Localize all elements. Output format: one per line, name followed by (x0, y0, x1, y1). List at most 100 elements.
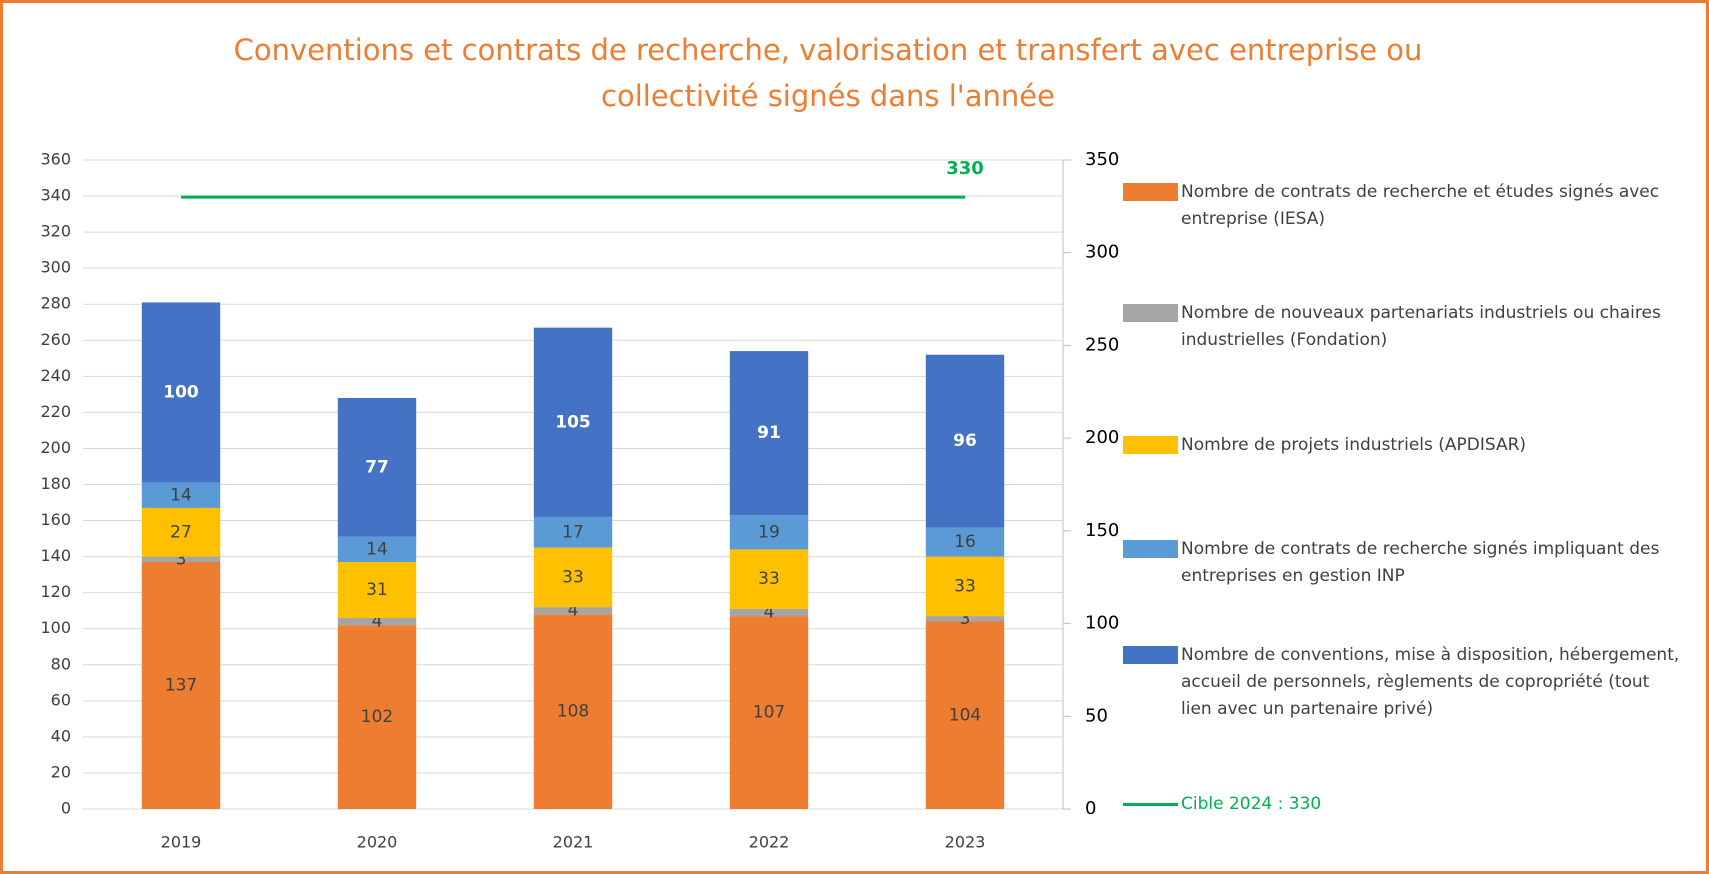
bar-segment (337, 562, 417, 618)
y2-tick-label: 200 (1085, 427, 1119, 448)
legend-item: Nombre de conventions, mise à dispositio… (1123, 642, 1683, 723)
legend-item: Nombre de nouveaux partenariats industri… (1123, 300, 1683, 354)
data-label: 33 (758, 569, 780, 589)
data-label: 27 (170, 522, 192, 542)
y2-tick-label: 350 (1085, 149, 1119, 170)
data-label: 4 (372, 612, 383, 632)
y-tick-label: 80 (51, 654, 71, 673)
bar-segment (925, 616, 1005, 622)
bar-segment (925, 527, 1005, 557)
legend-item: Nombre de contrats de recherche signés i… (1123, 536, 1683, 590)
bar-segment (729, 608, 809, 617)
bar-segment (141, 482, 221, 508)
y-tick-label: 60 (51, 690, 71, 709)
x-tick-label: 2020 (357, 833, 398, 852)
y-tick-label: 40 (51, 726, 71, 745)
y2-tick-label: 100 (1085, 613, 1119, 634)
bar-segment (141, 302, 221, 483)
legend-swatch (1123, 436, 1178, 454)
y-tick-label: 160 (40, 510, 71, 529)
legend-swatch (1123, 183, 1178, 201)
data-label: 14 (366, 539, 388, 559)
y2-tick-label: 250 (1085, 334, 1119, 355)
y-tick-label: 240 (40, 366, 71, 385)
data-label: 330 (946, 158, 984, 179)
bar-segment (533, 516, 613, 548)
x-tick-label: 2023 (945, 833, 986, 852)
bar-segment (925, 556, 1005, 617)
bar-segment (533, 614, 613, 809)
bar-segment (141, 507, 221, 557)
y-tick-label: 280 (40, 294, 71, 313)
legend-swatch (1123, 646, 1178, 664)
legend-label: Cible 2024 : 330 (1181, 794, 1322, 814)
data-label: 3 (176, 549, 187, 569)
data-label: 3 (960, 609, 971, 629)
legend-item: Nombre de contrats de recherche et étude… (1123, 179, 1683, 233)
data-label: 104 (949, 705, 981, 725)
y2-tick-label: 300 (1085, 242, 1119, 263)
y2-tick-label: 150 (1085, 520, 1119, 541)
x-tick-label: 2021 (553, 833, 594, 852)
y-tick-label: 140 (40, 546, 71, 565)
y-tick-label: 260 (40, 330, 71, 349)
bar-segment (141, 562, 221, 809)
legend-swatch (1123, 803, 1178, 806)
data-label: 77 (365, 457, 389, 477)
data-label: 4 (568, 601, 579, 621)
y-tick-label: 320 (40, 222, 71, 241)
bar-segment (729, 515, 809, 550)
bar-segment (533, 547, 613, 608)
data-label: 33 (562, 567, 584, 587)
legend-swatch (1123, 540, 1178, 558)
legend-label: Nombre de conventions, mise à dispositio… (1181, 645, 1680, 719)
bar-segment (533, 327, 613, 517)
data-label: 31 (366, 580, 388, 600)
data-label: 33 (954, 576, 976, 596)
y2-tick-label: 0 (1085, 798, 1096, 819)
y-tick-label: 120 (40, 582, 71, 601)
bar-segment (337, 536, 417, 563)
data-label: 16 (954, 532, 976, 552)
bar-segment (925, 354, 1005, 528)
data-label: 107 (753, 703, 785, 723)
bar-segment (729, 351, 809, 516)
bar-segment (729, 616, 809, 809)
data-label: 96 (953, 431, 977, 451)
bar-segment (729, 549, 809, 609)
data-label: 100 (163, 383, 199, 403)
y-tick-label: 20 (51, 762, 71, 781)
chart-title: Conventions et contrats de recherche, va… (233, 33, 1423, 113)
y-tick-label: 220 (40, 402, 71, 421)
y-tick-label: 0 (61, 799, 71, 818)
data-label: 17 (562, 522, 584, 542)
data-label: 4 (764, 602, 775, 622)
legend-item: Nombre de projets industriels (APDISAR) (1123, 432, 1683, 459)
bar-segment (533, 607, 613, 615)
data-label: 19 (758, 522, 780, 542)
y-tick-label: 180 (40, 474, 71, 493)
y2-tick-label: 50 (1085, 705, 1108, 726)
y-tick-label: 100 (40, 618, 71, 637)
y-tick-label: 340 (40, 186, 71, 205)
data-label: 105 (555, 412, 591, 432)
legend-label: Nombre de projets industriels (APDISAR) (1181, 435, 1527, 455)
legend-item: Cible 2024 : 330 (1123, 791, 1683, 818)
legend-label: Nombre de contrats de recherche et étude… (1181, 182, 1660, 229)
data-label: 108 (557, 702, 589, 722)
y-tick-label: 360 (40, 150, 71, 169)
bar-segment (337, 625, 417, 809)
x-tick-label: 2022 (749, 833, 790, 852)
legend-swatch (1123, 304, 1178, 322)
data-label: 14 (170, 485, 192, 505)
data-label: 137 (165, 676, 197, 696)
legend-label: Nombre de nouveaux partenariats industri… (1181, 303, 1661, 350)
x-tick-label: 2019 (161, 833, 202, 852)
bar-segment (337, 617, 417, 626)
plot: 0204060801001201401601802002202402602803… (40, 149, 1119, 852)
bar-segment (337, 397, 417, 537)
data-label: 91 (757, 423, 781, 443)
bar-segment (925, 621, 1005, 809)
data-label: 102 (361, 707, 393, 727)
